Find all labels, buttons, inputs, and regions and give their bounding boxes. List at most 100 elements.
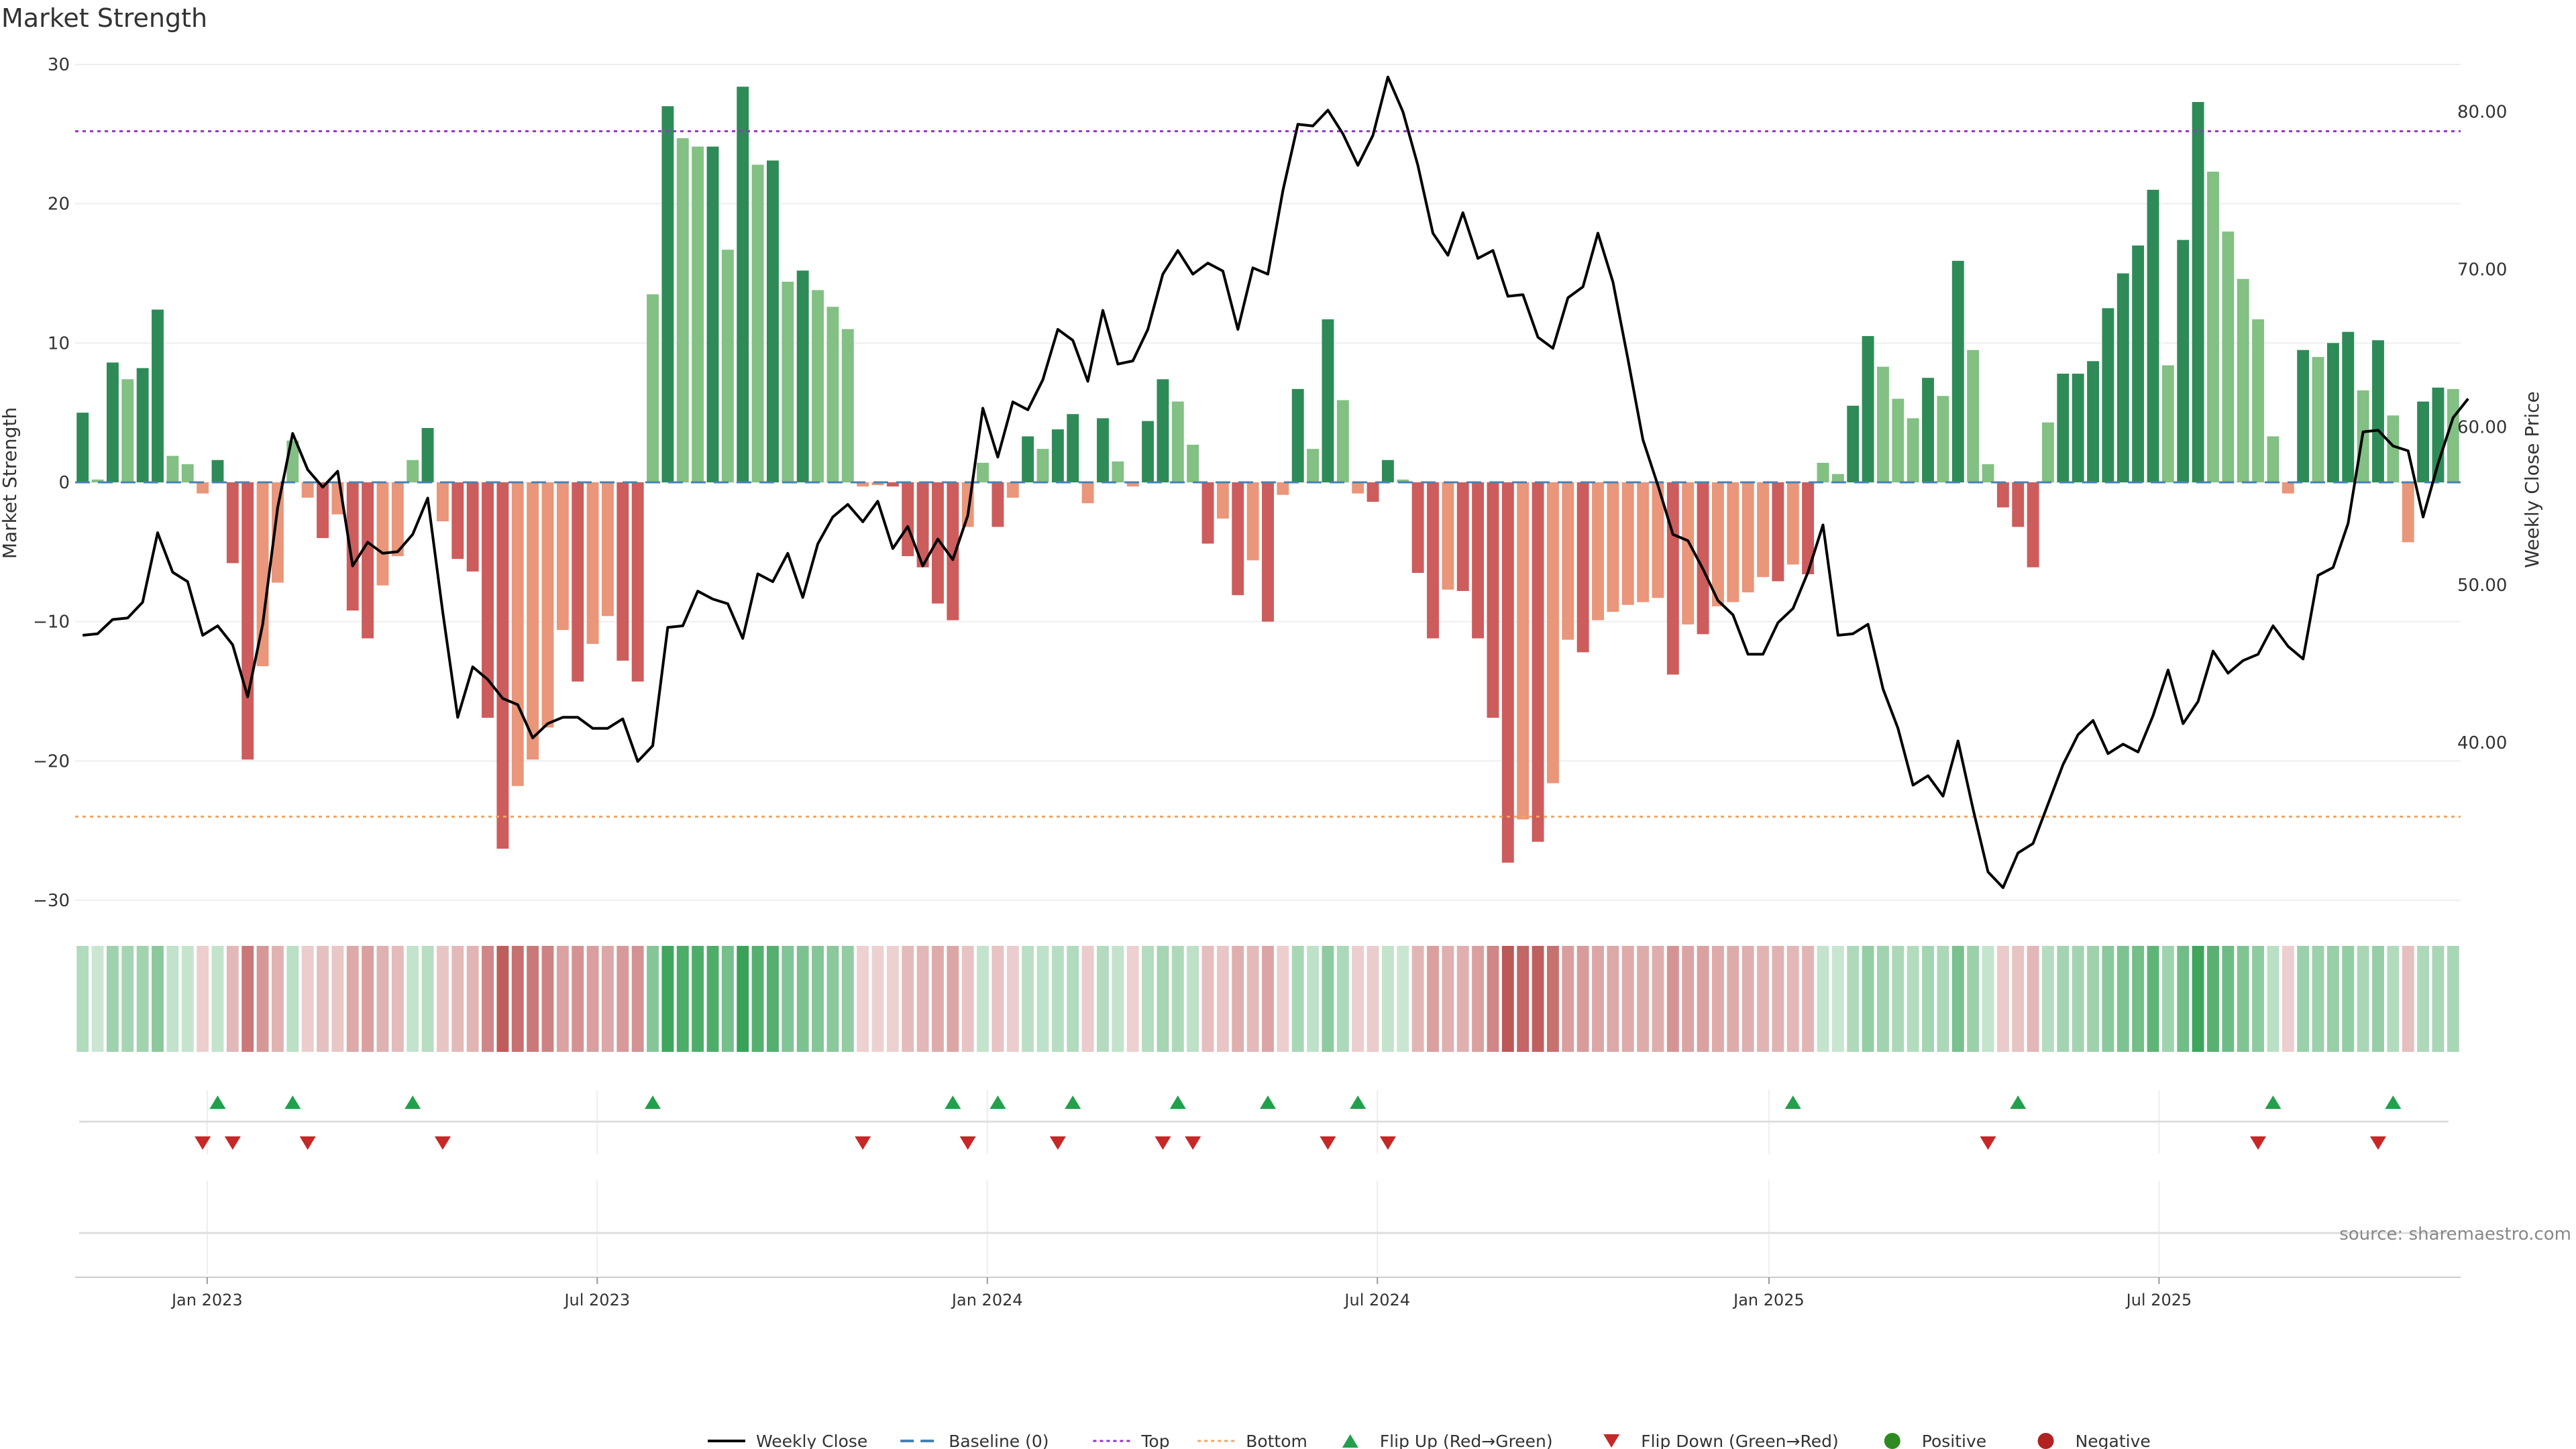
strength-bar <box>1307 449 1320 482</box>
legend-label: Flip Down (Green→Red) <box>1641 1432 1839 1449</box>
strength-bar <box>2132 245 2145 482</box>
flip-down-marker <box>1980 1136 1996 1150</box>
close-line-layer <box>82 75 2469 890</box>
heat-cell <box>2207 946 2219 1052</box>
strength-bar <box>871 482 884 486</box>
heat-cell <box>1786 946 1799 1052</box>
flip-up-marker <box>989 1095 1006 1109</box>
strength-bar <box>812 290 824 482</box>
strength-bar <box>1967 350 1980 482</box>
heat-cell <box>76 946 89 1052</box>
strength-bar <box>2417 401 2430 482</box>
strength-bar <box>241 482 254 760</box>
heat-cell <box>331 946 344 1052</box>
heat-cell <box>2161 946 2174 1052</box>
strength-bar <box>121 379 134 482</box>
heat-cell <box>451 946 464 1052</box>
heat-cell <box>1112 946 1124 1052</box>
strength-bar <box>1517 482 1529 820</box>
strength-bar <box>556 482 569 631</box>
strength-bar <box>496 482 509 849</box>
strength-bar <box>271 482 284 583</box>
heat-cell <box>676 946 689 1052</box>
flip-down-marker <box>1320 1136 1336 1150</box>
strength-bar <box>1757 482 1769 578</box>
strength-bar <box>362 482 374 639</box>
strength-bar <box>1637 482 1650 602</box>
strength-bar <box>1036 449 1049 482</box>
heat-cell <box>1352 946 1364 1052</box>
strength-bar <box>1322 319 1334 482</box>
legend-label: Bottom <box>1246 1432 1307 1449</box>
strength-bar <box>1081 482 1094 504</box>
heat-cell <box>841 946 854 1052</box>
heat-cell <box>1546 946 1559 1052</box>
x-tick-label: Jan 2025 <box>1732 1291 1805 1309</box>
x-tick-label: Jul 2024 <box>1343 1291 1410 1309</box>
heat-cell <box>2012 946 2025 1052</box>
heat-cell <box>1967 946 1980 1052</box>
y-axis-label: Market Strength <box>0 407 21 559</box>
flip-markers-panel <box>79 1090 2449 1154</box>
flip-down-marker <box>224 1136 241 1150</box>
heat-cell <box>181 946 194 1052</box>
strength-bar <box>1607 482 1619 612</box>
flip-up-marker <box>2265 1095 2282 1109</box>
strength-bar <box>2147 189 2159 482</box>
strength-bar <box>2252 319 2265 482</box>
heat-cell <box>991 946 1004 1052</box>
heat-cell <box>1411 946 1424 1052</box>
heat-cell <box>1487 946 1499 1052</box>
flip-up-marker <box>1260 1095 1276 1109</box>
strength-bar <box>2372 340 2384 482</box>
y-tick-label: −10 <box>33 612 70 633</box>
heat-cell <box>1697 946 1709 1052</box>
strength-bar <box>886 482 899 487</box>
heat-cell <box>421 946 434 1052</box>
heat-cell <box>1246 946 1259 1052</box>
strength-bar <box>991 482 1004 527</box>
strength-bar <box>1922 378 1934 482</box>
y-axis-ticks: 30 20 10 0 −10 −20 −30 <box>33 55 70 911</box>
heat-cell <box>1562 946 1574 1052</box>
x-tick-label: Jan 2023 <box>170 1291 243 1309</box>
heat-cell <box>1682 946 1695 1052</box>
strength-bar <box>2161 365 2174 482</box>
strength-bar <box>1336 400 1349 482</box>
strength-bar <box>661 106 674 483</box>
strength-bar <box>1592 482 1604 621</box>
heat-cell <box>1711 946 1724 1052</box>
y-tick-label: 20 <box>48 195 70 215</box>
strength-bar <box>301 482 314 498</box>
heat-cell <box>2132 946 2145 1052</box>
heat-cell <box>496 946 509 1052</box>
strength-bar <box>2116 273 2129 482</box>
heat-cell <box>152 946 164 1052</box>
strength-bar <box>1232 482 1244 596</box>
flip-up-marker <box>945 1095 961 1109</box>
strength-bar <box>2326 343 2339 482</box>
strength-bar <box>572 482 584 682</box>
strength-bar <box>1006 482 1019 498</box>
strength-bar <box>1982 464 1994 482</box>
strength-bar <box>1171 401 1184 482</box>
heat-cell <box>1517 946 1529 1052</box>
strength-bar <box>1996 482 2009 508</box>
legend-swatch-up <box>1342 1434 1358 1448</box>
heat-cell <box>1922 946 1934 1052</box>
strength-bar <box>181 464 194 482</box>
strength-bar <box>2102 308 2114 482</box>
y2-axis-label: Weekly Close Price <box>2521 391 2543 568</box>
heat-cell <box>2147 946 2159 1052</box>
strength-bar <box>1472 482 1485 639</box>
heat-cell <box>1307 946 1320 1052</box>
heat-cell <box>2342 946 2355 1052</box>
legend-label: Weekly Close <box>756 1432 867 1449</box>
heat-cell <box>1831 946 1844 1052</box>
heat-cell <box>2312 946 2324 1052</box>
heat-cell <box>961 946 974 1052</box>
heat-cell <box>1336 946 1349 1052</box>
heat-cell <box>1171 946 1184 1052</box>
heat-cell <box>362 946 374 1052</box>
strength-bar <box>1157 379 1169 482</box>
